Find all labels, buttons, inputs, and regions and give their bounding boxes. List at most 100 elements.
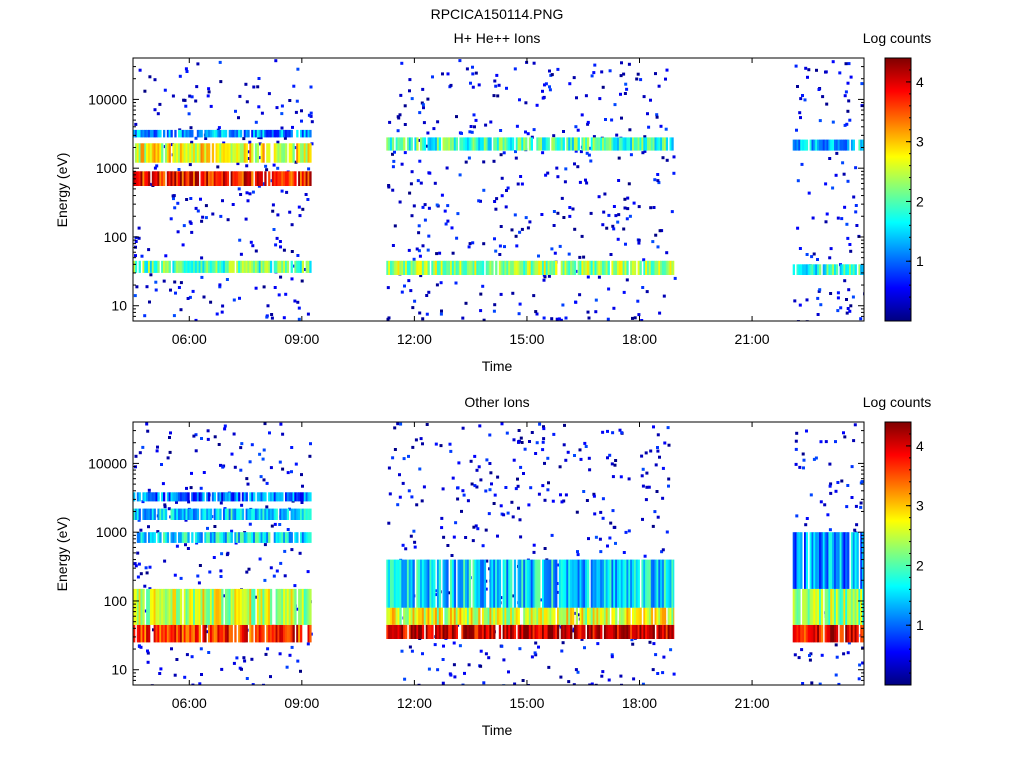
band-cell	[617, 624, 620, 639]
band-cell	[247, 129, 250, 138]
noise-pixel	[510, 500, 514, 504]
band-cell	[635, 607, 639, 625]
band-cell	[523, 607, 526, 625]
noise-pixel	[609, 521, 613, 525]
band-cell	[517, 607, 520, 625]
noise-pixel	[172, 314, 176, 318]
band-cell	[418, 607, 421, 625]
noise-pixel	[452, 641, 456, 645]
noise-pixel	[626, 207, 630, 211]
noise-pixel	[585, 499, 589, 502]
band-cell	[228, 492, 231, 502]
band-cell	[804, 264, 807, 275]
band-cell	[260, 492, 263, 502]
noise-pixel	[464, 536, 468, 539]
band-cell	[144, 508, 147, 520]
noise-pixel	[194, 206, 198, 210]
noise-pixel	[656, 515, 660, 519]
x-tick-label: 09:00	[284, 331, 319, 347]
band-cell	[286, 624, 290, 643]
band-cell	[200, 532, 203, 543]
noise-pixel	[585, 181, 589, 185]
noise-pixel	[414, 438, 418, 442]
band-cell	[264, 532, 267, 543]
band-cell	[189, 171, 192, 186]
band-cell	[442, 137, 445, 151]
noise-pixel	[266, 647, 270, 651]
band-cell	[166, 171, 170, 186]
band-cell	[807, 624, 810, 643]
band-cell	[570, 260, 573, 275]
band-cell	[555, 137, 558, 151]
noise-pixel	[848, 243, 852, 246]
noise-pixel	[263, 543, 267, 547]
noise-pixel	[615, 133, 619, 137]
noise-pixel	[200, 275, 204, 279]
band-cell	[215, 143, 218, 163]
band-cell	[249, 143, 252, 163]
band-cell	[573, 137, 577, 151]
band-cell	[172, 492, 175, 502]
noise-pixel	[611, 509, 615, 513]
noise-pixel	[547, 665, 551, 669]
band-cell	[643, 559, 646, 608]
band-cell	[671, 607, 674, 625]
band-cell	[794, 532, 797, 589]
noise-pixel	[519, 436, 523, 440]
band-cell	[440, 260, 443, 275]
band-cell	[301, 171, 305, 186]
noise-pixel	[282, 316, 286, 320]
band-cell	[602, 260, 605, 275]
band-cell	[633, 607, 637, 625]
band-cell	[136, 588, 140, 625]
band-cell	[525, 260, 528, 275]
band-cell	[243, 624, 246, 643]
band-cell	[390, 137, 393, 151]
band-cell	[517, 624, 520, 639]
band-cell	[393, 559, 397, 608]
band-cell	[538, 137, 541, 151]
noise-pixel	[387, 316, 391, 320]
noise-pixel	[800, 648, 804, 652]
band-cell	[542, 137, 545, 151]
band-cell	[281, 143, 284, 163]
band-cell	[290, 171, 293, 186]
noise-pixel	[441, 681, 445, 685]
noise-pixel	[826, 513, 830, 517]
band-cell	[622, 607, 625, 625]
band-cell	[136, 143, 140, 163]
noise-pixel	[543, 498, 547, 502]
band-cell	[245, 588, 248, 625]
noise-pixel	[246, 199, 250, 203]
band-cell	[457, 260, 460, 275]
band-cell	[622, 137, 625, 151]
band-cell	[174, 129, 177, 138]
band-cell	[234, 624, 237, 643]
band-cell	[264, 260, 267, 273]
band-cell	[472, 559, 475, 608]
band-cell	[557, 624, 560, 639]
noise-pixel	[656, 433, 660, 437]
noise-pixel	[606, 317, 610, 321]
band-cell	[268, 588, 271, 625]
band-cell	[279, 129, 282, 138]
panel-other-ions: Other Ions Energy (eV) Time Log counts 0…	[54, 394, 931, 738]
band-cell	[850, 532, 854, 589]
band-cell	[800, 532, 803, 589]
band-cell	[483, 559, 487, 608]
noise-pixel	[226, 218, 230, 222]
band-cell	[839, 532, 842, 589]
band-cell	[465, 607, 468, 625]
band-cell	[600, 607, 603, 625]
noise-pixel	[446, 204, 450, 208]
noise-pixel	[439, 444, 443, 448]
noise-pixel	[795, 431, 799, 435]
band-cell	[662, 624, 665, 639]
noise-pixel	[628, 128, 632, 132]
band-cell	[148, 624, 151, 643]
noise-pixel	[175, 500, 178, 504]
noise-pixel	[434, 589, 438, 593]
noise-pixel	[177, 286, 181, 289]
noise-pixel	[413, 540, 417, 544]
band-cell	[243, 171, 246, 186]
